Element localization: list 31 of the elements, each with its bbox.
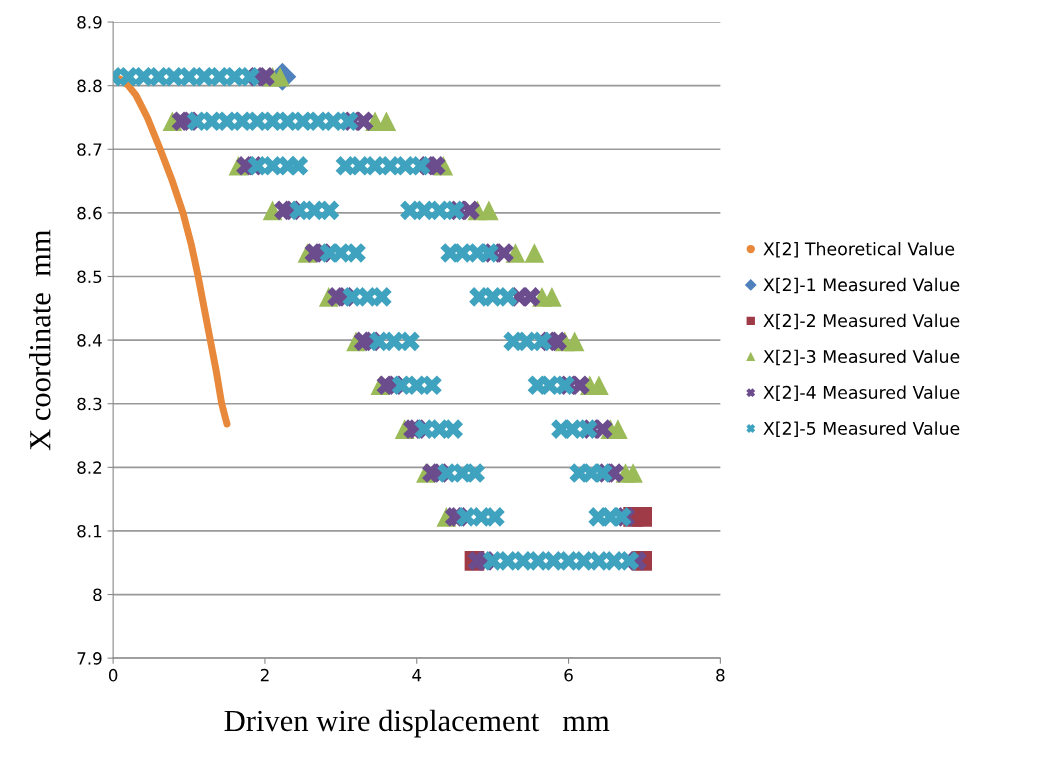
point bbox=[564, 331, 585, 352]
point bbox=[542, 287, 562, 307]
x-tick-label: 0 bbox=[108, 668, 118, 682]
y-tick-label: 8.8 bbox=[77, 79, 102, 93]
y-tick-label: 7.9 bbox=[77, 652, 102, 665]
legend-label: X[2]-3 Measured Value bbox=[763, 349, 960, 366]
y-tick-label: 8.9 bbox=[77, 16, 102, 29]
y-axis-title: X coordinate mm bbox=[29, 229, 51, 451]
y-tick-label: 8.4 bbox=[77, 334, 102, 347]
y-tick-label: 8.5 bbox=[77, 270, 102, 284]
y-tick-label: 8.2 bbox=[77, 461, 102, 474]
point bbox=[632, 507, 653, 527]
x-axis-title: Driven wire displacement mm bbox=[224, 709, 610, 738]
y-tick-label: 8 bbox=[93, 588, 102, 602]
y-tick-label: 8.6 bbox=[77, 206, 102, 220]
legend-label: X[2]-2 Measured Value bbox=[763, 313, 960, 330]
point bbox=[255, 66, 275, 87]
legend-label: X[2]-5 Measured Value bbox=[763, 421, 960, 437]
legend-label: X[2]-1 Measured Value bbox=[763, 277, 960, 294]
x-tick-label: 4 bbox=[412, 669, 422, 682]
point bbox=[479, 200, 499, 221]
y-tick-label: 8.3 bbox=[77, 397, 102, 411]
point bbox=[623, 463, 643, 483]
x-tick-label: 8 bbox=[716, 668, 725, 682]
y-tick-label: 8.1 bbox=[77, 524, 102, 538]
y-tick-label: 8.7 bbox=[77, 143, 102, 156]
x-tick-label: 2 bbox=[260, 668, 269, 682]
point bbox=[524, 243, 545, 263]
x-tick-label: 6 bbox=[564, 668, 573, 682]
legend-label: X[2]-4 Measured Value bbox=[763, 385, 960, 402]
legend-label: X[2] Theoretical Value bbox=[763, 241, 955, 258]
